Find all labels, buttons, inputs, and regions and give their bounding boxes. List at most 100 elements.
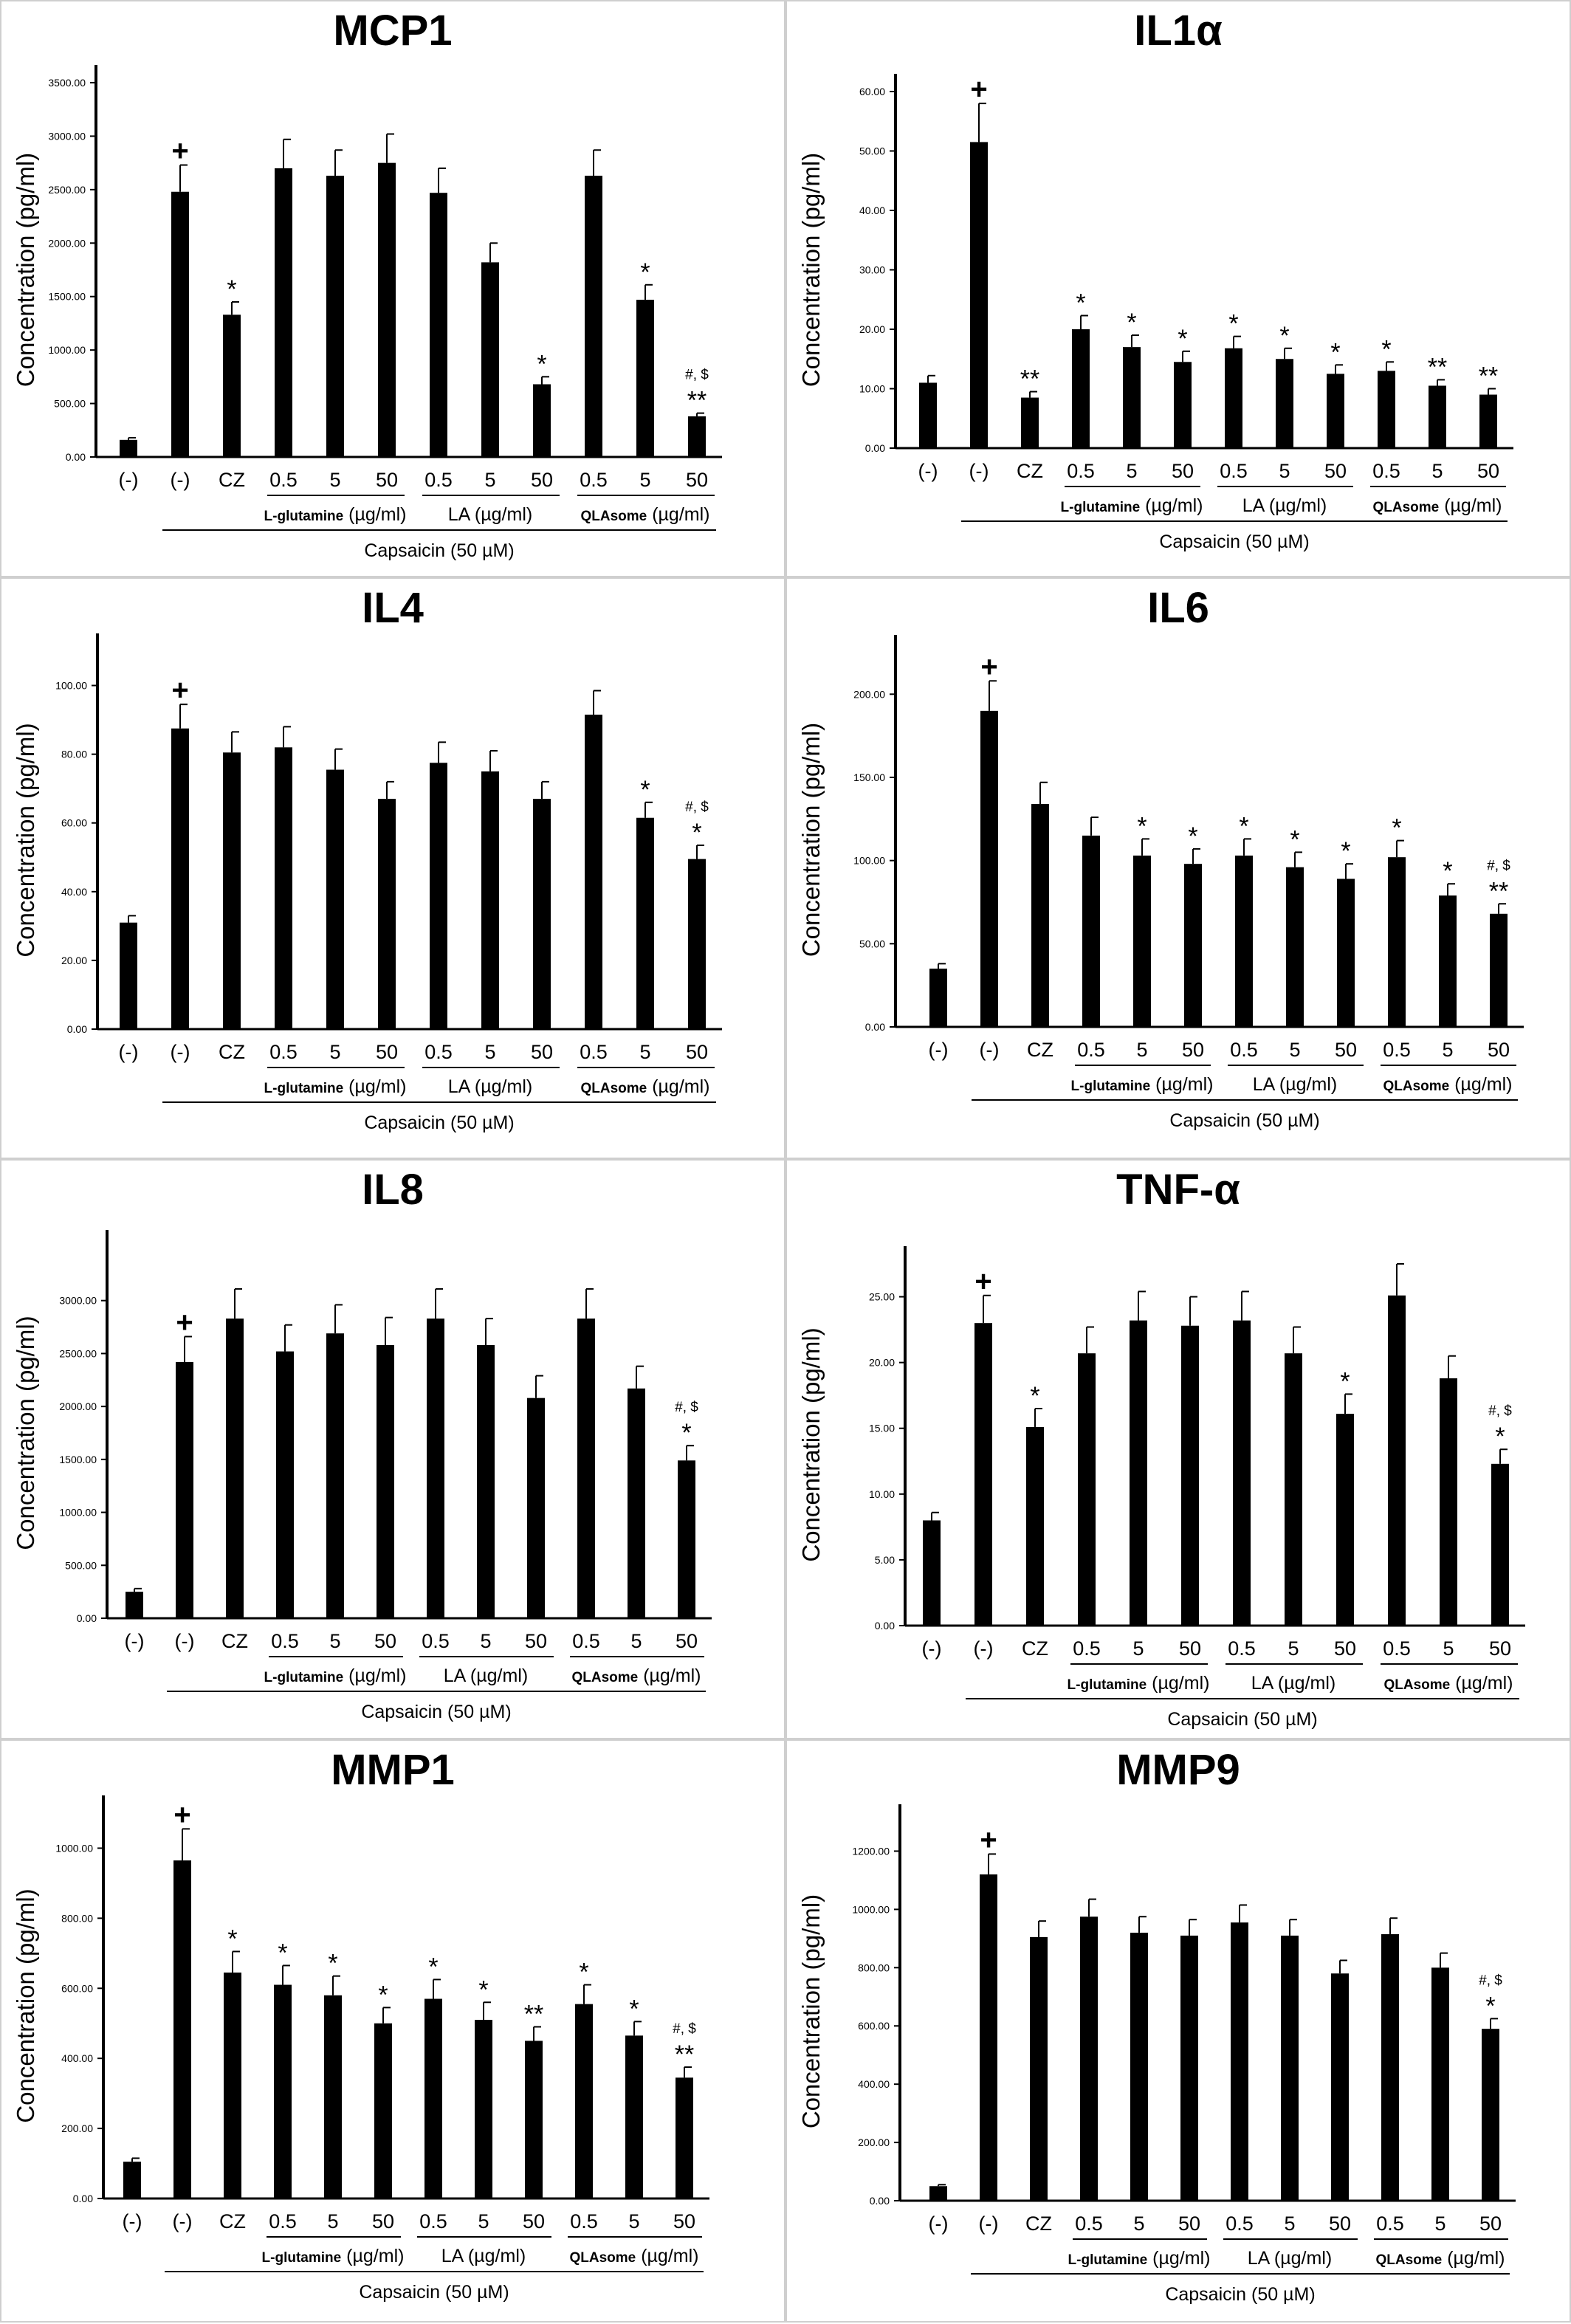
significance-marker-secondary: #, $	[685, 368, 709, 383]
significance-marker: *	[1178, 325, 1187, 353]
chart-panel: IL6 0.00 50.00 100.00 150.00 200.00 Concentrat…	[786, 577, 1571, 1159]
bar	[1181, 1325, 1199, 1626]
chart-svg: 0.00 200.00 400.00 600.00 800.00 1000.00 Conce…	[12, 1795, 709, 2303]
bar	[1078, 1353, 1096, 1626]
x-category-label: 5	[1126, 460, 1137, 482]
significance-marker-secondary: #, $	[685, 800, 709, 815]
x-category-label: (-)	[918, 460, 938, 482]
chart-panel: IL4 0.00 20.00 40.00 60.00 80.00 100.00 Concent…	[0, 577, 786, 1159]
chart-svg: 0.00 500.00 1000.00 1500.00 2000.00 2500.00 30…	[12, 1230, 712, 1722]
capsaicin-label: Capsaicin (50 µM)	[1159, 532, 1309, 552]
x-category-label: CZ	[1025, 2213, 1052, 2235]
bar	[1184, 864, 1202, 1027]
bar	[636, 817, 654, 1029]
bar	[477, 1344, 495, 1618]
bar	[1331, 1973, 1349, 2201]
bar	[1072, 329, 1090, 448]
chart-panel: MMP1 0.00 200.00 400.00 600.00 800.00 1000.00 C…	[0, 1739, 786, 2323]
bar	[585, 176, 602, 458]
group-label: L-glutamine (µg/ml)	[264, 1665, 407, 1686]
x-category-label: 5	[1136, 1039, 1147, 1061]
significance-marker: *	[1340, 1367, 1350, 1395]
x-category-label: 0.5	[570, 2210, 598, 2232]
x-category-label: 50	[376, 1041, 398, 1063]
x-category-label: 5	[1279, 460, 1290, 482]
x-category-label: 50	[1178, 2213, 1200, 2235]
significance-marker: *	[1228, 310, 1238, 338]
chart-svg: 0.00 500.00 1000.00 1500.00 2000.00 2500.00 30…	[12, 65, 722, 561]
significance-marker: *	[1137, 812, 1147, 840]
significance-marker: +	[980, 1823, 997, 1856]
x-category-label: 0.5	[1077, 1039, 1105, 1061]
bar	[1490, 913, 1508, 1027]
bar	[1479, 394, 1497, 448]
x-category-label: 0.5	[1383, 1637, 1411, 1660]
x-category-label: (-)	[119, 1041, 139, 1063]
y-tick-label: 3000.00	[48, 130, 86, 142]
x-category-label: 5	[1443, 1637, 1454, 1660]
significance-marker: *	[640, 776, 650, 804]
bar	[678, 1460, 695, 1618]
x-category-label: (-)	[171, 469, 190, 491]
y-tick-label: 0.00	[67, 1023, 87, 1035]
bar	[1336, 1414, 1354, 1626]
x-category-label: 5	[1289, 1039, 1300, 1061]
group-label: LA (µg/ml)	[444, 1665, 528, 1686]
x-category-label: 50	[374, 1630, 396, 1652]
y-tick-label: 400.00	[61, 2052, 93, 2064]
chart-svg: 0.00 10.00 20.00 30.00 40.00 50.00 60.00 Concen…	[797, 73, 1513, 552]
bar	[1276, 359, 1293, 448]
significance-marker: +	[173, 1798, 190, 1831]
bar	[424, 1998, 442, 2198]
chart-svg: 0.00 5.00 10.00 15.00 20.00 25.00 Concentratio…	[797, 1246, 1525, 1730]
chart-title: MMP9	[1116, 1746, 1240, 1794]
bar	[1082, 835, 1100, 1027]
x-category-label: 5	[478, 2210, 489, 2232]
y-tick-label: 1200.00	[852, 1845, 890, 1857]
significance-marker: *	[640, 258, 650, 286]
chart-svg: 0.00 20.00 40.00 60.00 80.00 100.00 Concentrat…	[12, 633, 722, 1133]
x-category-label: 5	[480, 1630, 491, 1652]
x-category-label: 0.5	[572, 1630, 600, 1652]
significance-marker: *	[278, 1939, 287, 1967]
x-category-label: 5	[327, 2210, 338, 2232]
y-tick-label: 500.00	[65, 1559, 97, 1571]
capsaicin-label: Capsaicin (50 µM)	[364, 1113, 514, 1133]
capsaicin-label: Capsaicin (50 µM)	[1165, 2284, 1315, 2305]
significance-marker: *	[227, 1925, 237, 1953]
y-tick-label: 500.00	[54, 398, 86, 410]
x-category-label: 0.5	[271, 1630, 299, 1652]
x-category-label: 50	[376, 469, 398, 491]
bar	[171, 191, 189, 457]
x-category-label: 5	[1431, 460, 1443, 482]
group-label: L-glutamine (µg/ml)	[264, 504, 407, 525]
y-tick-label: 3500.00	[48, 77, 86, 89]
y-tick-label: 50.00	[859, 145, 885, 157]
x-category-label: 5	[639, 1041, 650, 1063]
x-category-label: CZ	[1017, 460, 1043, 482]
chart-title: IL8	[362, 1166, 424, 1214]
x-category-label: (-)	[175, 1630, 195, 1652]
y-tick-label: 1000.00	[852, 1903, 890, 1915]
x-category-label: 0.5	[580, 1041, 608, 1063]
y-tick-label: 15.00	[869, 1423, 895, 1434]
bar	[1026, 1426, 1044, 1626]
group-label: LA (µg/ml)	[1248, 2248, 1332, 2269]
y-tick-label: 2500.00	[59, 1347, 97, 1359]
bar	[276, 1351, 294, 1618]
bar	[1337, 879, 1355, 1027]
y-tick-label: 0.00	[870, 2195, 890, 2207]
chart-svg: 0.00 50.00 100.00 150.00 200.00 Concentration…	[797, 635, 1524, 1131]
bar	[1225, 348, 1242, 448]
chart-title: TNF-α	[1116, 1166, 1240, 1214]
bar	[625, 2035, 643, 2198]
x-category-label: CZ	[1027, 1039, 1053, 1061]
significance-marker: *	[1239, 812, 1248, 840]
x-category-label: 0.5	[1073, 1637, 1101, 1660]
y-tick-label: 1500.00	[48, 291, 86, 303]
bar	[527, 1398, 545, 1618]
y-tick-label: 20.00	[869, 1357, 895, 1369]
x-category-label: 0.5	[419, 2210, 447, 2232]
y-tick-label: 80.00	[61, 749, 87, 760]
significance-marker: **	[524, 2000, 543, 2028]
